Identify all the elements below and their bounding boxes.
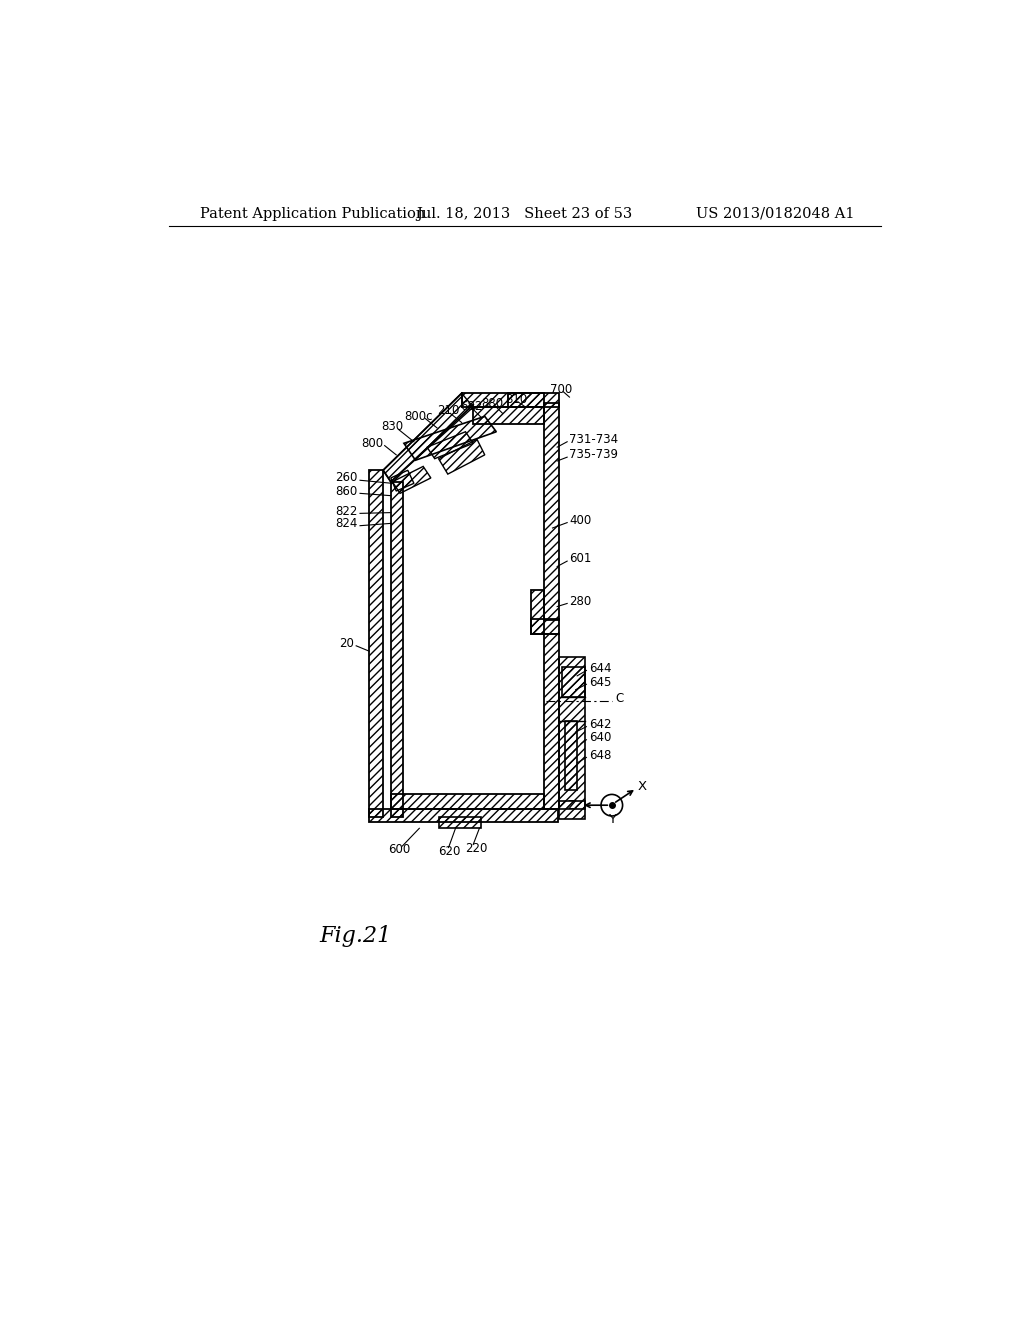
Text: 20: 20 xyxy=(339,638,354,649)
Text: 220: 220 xyxy=(466,842,487,855)
Text: Jul. 18, 2013   Sheet 23 of 53: Jul. 18, 2013 Sheet 23 of 53 xyxy=(417,207,633,220)
Text: 648: 648 xyxy=(589,748,611,762)
Text: 601: 601 xyxy=(569,552,592,565)
Text: 700: 700 xyxy=(550,383,572,396)
Text: 644: 644 xyxy=(589,661,611,675)
Text: 210: 210 xyxy=(437,404,460,417)
Text: 260: 260 xyxy=(335,471,357,484)
Text: 682: 682 xyxy=(460,400,482,413)
Text: 800c: 800c xyxy=(403,409,432,422)
Text: 800: 800 xyxy=(361,437,384,450)
Text: 735-739: 735-739 xyxy=(569,449,618,462)
Text: 640: 640 xyxy=(589,731,611,744)
Text: C: C xyxy=(615,693,624,705)
Text: 822: 822 xyxy=(335,504,357,517)
Text: 731-734: 731-734 xyxy=(569,433,618,446)
Text: 645: 645 xyxy=(589,676,611,689)
Text: 600: 600 xyxy=(388,843,411,857)
Text: X: X xyxy=(638,780,647,793)
Text: Y: Y xyxy=(608,813,615,825)
Text: Patent Application Publication: Patent Application Publication xyxy=(200,207,425,220)
Text: 810: 810 xyxy=(505,393,527,407)
Text: 400: 400 xyxy=(569,513,592,527)
Text: 824: 824 xyxy=(335,517,357,529)
Text: Fig.21: Fig.21 xyxy=(319,925,391,948)
Text: 880: 880 xyxy=(481,397,504,409)
Text: 860: 860 xyxy=(336,484,357,498)
Text: Z: Z xyxy=(567,799,577,812)
Text: US 2013/0182048 A1: US 2013/0182048 A1 xyxy=(696,207,854,220)
Text: 830: 830 xyxy=(381,420,402,433)
Text: 280: 280 xyxy=(569,594,592,607)
Text: 620: 620 xyxy=(438,845,461,858)
Text: 642: 642 xyxy=(589,718,611,731)
